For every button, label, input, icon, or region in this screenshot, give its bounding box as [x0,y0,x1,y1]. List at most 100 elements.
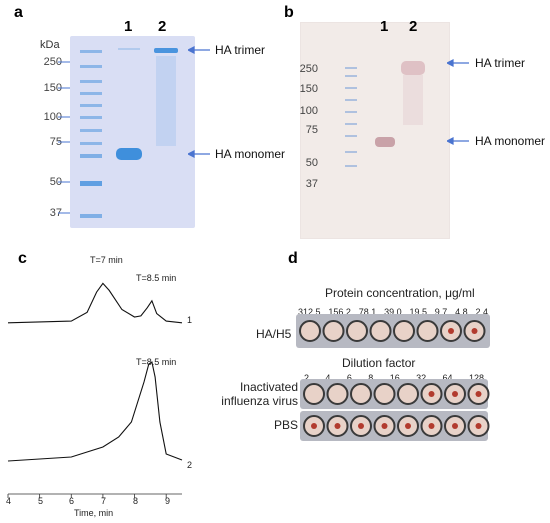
panel-b-marker-50: 50 [305,157,318,169]
panel-a-lane-2: 2 [158,18,167,35]
row-label-pbs: PBS [273,418,298,432]
panel-b-trimer-label: HA trimer [475,56,526,70]
lane2-blot-smear [403,75,423,125]
dil-4: 16 [389,373,400,383]
panel-a-gel [70,36,195,228]
row-label-ha-h5: HA/H5 [256,327,292,341]
ladder-a [80,50,102,218]
panel-a-gel-bands [80,48,178,218]
well [299,320,321,342]
tick-8: 8 [133,496,139,506]
trace-label-2: 2 [187,460,193,470]
panel-a-monomer-label: HA monomer [215,147,286,161]
rbc-pellet [475,391,482,397]
rbc-pellet [405,423,411,429]
panel-b-marker-250: 250 [299,63,318,75]
rbc-pellet [334,423,341,429]
panel-a-marker-100: 100 [43,111,62,123]
panel-b-letter: b [284,4,294,21]
panel-b-lane-2: 2 [409,18,418,35]
panel-d-concentration-title: Protein concentration, μg/ml [325,286,475,300]
panel-b-marker-150: 150 [299,83,318,95]
conc-0: 312.5 [298,307,321,317]
hemagglutination-plate [296,314,490,441]
dil-3: 8 [368,373,374,383]
dil-0: 2 [304,373,310,383]
panel-a-marker-50: 50 [49,176,62,188]
tick-6: 6 [69,496,75,506]
panel-b-monomer-label: HA monomer [475,134,546,148]
well [322,320,345,342]
well [373,383,396,405]
dil-6: 64 [442,373,453,383]
conc-3: 39.0 [384,307,402,317]
conc-4: 19.5 [409,307,427,317]
rbc-pellet [381,423,388,429]
tick-7: 7 [101,496,107,506]
rbc-pellet [428,423,435,429]
panel-a-arrows [188,46,210,158]
panel-b-blot [300,22,450,239]
panel-a-marker-37: 37 [49,207,62,219]
rbc-pellet [311,423,317,429]
lane2-trimer-blot [401,61,425,75]
wells [299,320,490,437]
well [326,383,349,405]
conc-5: 9.7 [434,307,448,317]
panel-b-arrows [447,59,469,145]
well [346,320,368,342]
row-label-virus: Inactivated influenza virus [221,380,298,408]
well [350,383,372,405]
peak-label-t85-2: T=8.5 min [136,357,177,367]
rbc-pellet [448,328,454,334]
dilution-row: 2 4 6 8 16 32 64 128 [304,373,484,383]
panel-d-letter: d [288,250,298,267]
panel-d-dilution-title: Dilution factor [342,356,416,370]
peak-label-t85-1: T=8.5 min [136,273,177,283]
conc-1: 156.2 [328,307,351,317]
conc-7: 2.4 [475,307,488,317]
rbc-pellet [428,391,435,397]
lane2-trimer-band [154,48,178,53]
conc-6: 4.8 [455,307,468,317]
well [393,320,415,342]
panel-a-kda-label: kDa [40,39,60,51]
panel-c-xlabel: Time, min [74,508,114,518]
well [397,383,419,405]
well [303,383,325,405]
lane2-smear [156,56,176,146]
panel-c-chromatogram [7,282,183,498]
trace-1 [7,282,183,324]
panel-b-marker-100: 100 [299,105,318,117]
panel-a-marker-ticks [58,61,70,214]
concentration-row: 312.5 156.2 78.1 39.0 19.5 9.7 4.8 2.4 [298,307,488,317]
dil-2: 6 [346,373,352,383]
panel-a-marker-75: 75 [49,136,62,148]
tick-5: 5 [38,496,44,506]
rbc-pellet [475,423,482,429]
panel-a-marker-250: 250 [43,56,62,68]
rbc-pellet [452,423,458,429]
trace-label-1: 1 [187,315,193,325]
conc-2: 78.1 [358,307,377,317]
lane1-monomer-band [116,148,142,160]
rbc-pellet [471,328,478,334]
ladder-b [345,67,357,167]
x-ticks [7,494,167,498]
rbc-pellet [358,423,364,429]
panel-b-lane-1: 1 [380,18,389,35]
panel-b-marker-37: 37 [305,178,318,190]
tick-9: 9 [165,496,171,506]
tick-4: 4 [6,496,12,506]
well [416,320,439,342]
dil-7: 128 [468,373,484,383]
dil-5: 32 [416,373,427,383]
trace-2 [7,361,183,462]
rbc-pellet [452,391,458,397]
panel-a-trimer-label: HA trimer [215,43,266,57]
panel-c-letter: c [18,250,27,267]
panel-a-letter: a [14,4,23,21]
panel-a-marker-150: 150 [43,82,62,94]
panel-b-marker-75: 75 [305,124,318,136]
lane1-monomer-blot [375,137,395,147]
